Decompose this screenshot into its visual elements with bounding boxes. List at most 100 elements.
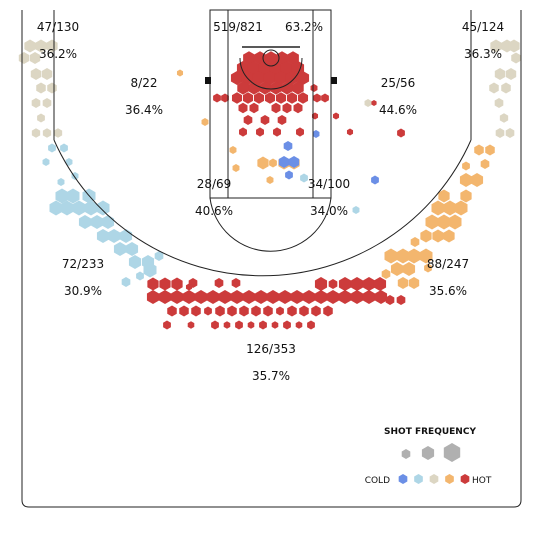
- shot-hex: [495, 128, 505, 138]
- shot-hex: [136, 271, 144, 281]
- shot-hex: [24, 39, 36, 53]
- shot-hex: [96, 229, 110, 243]
- shot-hex: [37, 113, 45, 123]
- shot-hex: [443, 200, 457, 216]
- shot-hex: [328, 279, 338, 289]
- zone-stat-top: 126/353: [246, 342, 296, 356]
- shot-hex: [314, 277, 328, 291]
- shot-hex: [397, 128, 405, 138]
- legend-color-red: [460, 474, 470, 484]
- shot-hex: [438, 189, 450, 203]
- zone-stat-right-paint: 34/100: [308, 177, 350, 191]
- zone-pct-right-baseline: 44.6%: [379, 103, 417, 117]
- shot-hex: [474, 144, 484, 156]
- shot-hex: [248, 81, 260, 95]
- shot-hex: [275, 92, 287, 104]
- shot-hex: [147, 277, 159, 291]
- shot-hex: [280, 61, 294, 75]
- shot-hex: [55, 188, 69, 204]
- shot-hex: [282, 102, 292, 114]
- shot-hex: [381, 269, 391, 279]
- shot-hex: [121, 277, 131, 287]
- shot-hex: [53, 128, 63, 138]
- shot-hex: [60, 143, 68, 153]
- shot-hex: [371, 100, 377, 106]
- shot-hex: [505, 68, 517, 80]
- legend-title: SHOT FREQUENCY: [384, 427, 476, 437]
- shot-hex: [231, 92, 243, 104]
- shot-hex: [269, 158, 277, 168]
- shot-hex: [263, 71, 277, 85]
- shot-hex: [159, 277, 171, 291]
- shot-hex: [223, 321, 231, 329]
- shot-hex: [229, 146, 237, 154]
- hexbin-layer: [18, 39, 521, 330]
- shot-hex: [201, 118, 209, 126]
- shot-hex: [194, 290, 208, 304]
- shot-hex: [49, 200, 63, 216]
- shot-hex: [297, 92, 309, 104]
- shot-hex: [176, 69, 184, 77]
- shot-hex: [295, 321, 303, 329]
- shot-hex: [36, 82, 46, 94]
- shot-hex: [338, 290, 352, 304]
- shot-hex: [29, 52, 41, 64]
- shot-hex: [278, 156, 290, 168]
- shot-hex: [113, 242, 127, 256]
- shot-hex: [489, 82, 499, 94]
- shot-hex: [230, 290, 244, 304]
- shot-hex: [107, 229, 121, 243]
- shot-hex: [296, 71, 310, 85]
- zone-labels: 47/130 36.2% 519/821 63.2% 45/124 36.3% …: [37, 20, 504, 383]
- shot-hex: [494, 98, 504, 108]
- zone-stat-restricted-area: 519/821: [213, 20, 263, 34]
- shot-hex: [321, 93, 329, 103]
- shot-hex: [237, 81, 249, 95]
- shot-hex: [396, 295, 406, 305]
- shot-hex: [218, 290, 232, 304]
- shot-hex: [271, 102, 281, 114]
- legend-hot-label: HOT: [472, 476, 492, 486]
- shot-hex: [154, 251, 164, 261]
- shot-hex: [60, 200, 74, 216]
- shot-hex: [31, 98, 41, 108]
- shot-hex: [326, 290, 340, 304]
- shot-hex: [323, 305, 333, 317]
- shot-hex: [364, 99, 372, 107]
- shot-hex: [285, 170, 293, 180]
- zone-pct-restricted-area: 63.2%: [285, 20, 323, 34]
- shot-hex: [292, 81, 304, 95]
- shot-hex: [258, 61, 272, 75]
- shot-hex: [42, 158, 50, 166]
- shot-hex: [251, 305, 261, 317]
- legend-color-blue: [398, 474, 408, 484]
- shot-hex: [419, 248, 433, 264]
- shot-hex: [508, 39, 520, 53]
- shot-hex: [206, 290, 220, 304]
- shot-hex: [314, 290, 328, 304]
- court-lines: [21, 9, 522, 508]
- shot-hex: [125, 242, 139, 256]
- shot-hex: [18, 52, 30, 64]
- zone-stat-right-wing: 88/247: [427, 257, 469, 271]
- shot-hex: [266, 290, 280, 304]
- shot-hex: [420, 229, 432, 243]
- shot-hex: [293, 102, 303, 114]
- shot-hex: [260, 115, 270, 125]
- shot-hex: [30, 68, 42, 80]
- shot-hex: [499, 113, 509, 123]
- shot-hex: [243, 115, 253, 125]
- shot-hex: [171, 277, 183, 291]
- shot-hex: [362, 277, 376, 291]
- legend-size-scale: [401, 443, 461, 462]
- hoop: [262, 49, 280, 67]
- shot-hex: [243, 51, 255, 65]
- shot-hex: [350, 277, 364, 291]
- shot-hex: [408, 277, 420, 289]
- shot-hex: [432, 229, 444, 243]
- shot-hex: [286, 92, 298, 104]
- shot-hex: [460, 189, 472, 203]
- zone-stat-left-paint: 28/69: [197, 177, 232, 191]
- shot-hex: [338, 277, 352, 291]
